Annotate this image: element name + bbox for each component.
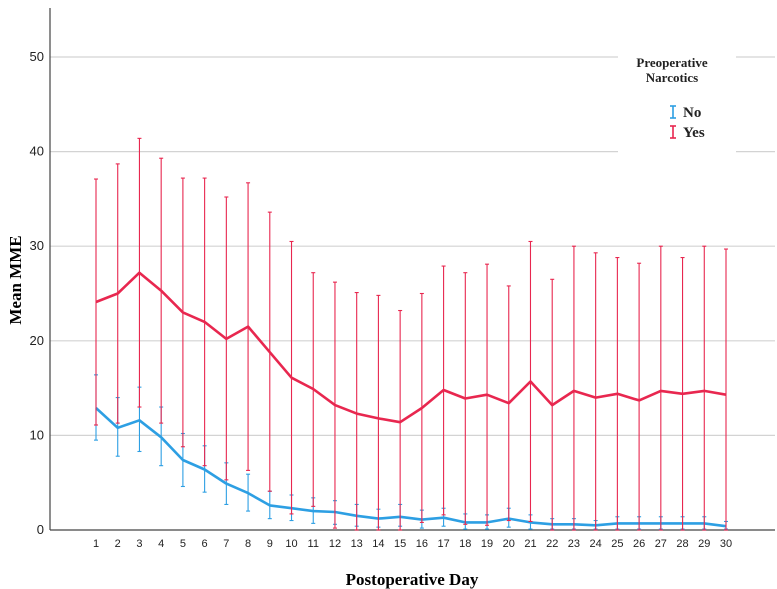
x-tick-label: 15: [394, 538, 406, 550]
x-tick-label: 25: [611, 538, 623, 550]
x-tick-label: 17: [437, 538, 449, 550]
x-tick-label: 4: [158, 538, 164, 550]
y-tick-label: 40: [30, 144, 44, 159]
y-tick-label: 50: [30, 49, 44, 64]
x-tick-label: 8: [245, 538, 251, 550]
x-tick-label: 11: [308, 538, 319, 550]
y-tick-label: 30: [30, 238, 44, 253]
x-tick-label: 6: [202, 538, 208, 550]
legend-title-line1: Preoperative: [636, 55, 707, 70]
x-tick-label: 29: [698, 538, 710, 550]
x-tick-label: 5: [180, 538, 186, 550]
x-tick-label: 7: [223, 538, 229, 550]
x-tick-label: 3: [136, 538, 142, 550]
x-tick-label: 2: [115, 538, 121, 550]
x-tick-label: 23: [568, 538, 580, 550]
legend-label-yes: Yes: [683, 125, 705, 141]
x-tick-label: 16: [416, 538, 428, 550]
x-tick-label: 12: [329, 538, 341, 550]
x-tick-label: 13: [351, 538, 363, 550]
y-tick-label: 10: [30, 427, 44, 442]
series-yes: [94, 137, 728, 531]
x-tick-labels: 1 2 3 4 5 6 7 8 9 10 11 12 13 14 15 16 17 18 19 20 21 22 23 24 2…: [93, 538, 732, 550]
x-tick-label: 27: [655, 538, 667, 550]
y-tick-label: 20: [30, 333, 44, 348]
x-tick-label: 24: [590, 538, 602, 550]
legend-swatch-no: [670, 105, 676, 119]
series-line-yes: [95, 271, 727, 424]
legend-swatch-yes: [670, 125, 676, 139]
x-tick-label: 26: [633, 538, 645, 550]
legend: Preoperative Narcotics No Yes: [618, 48, 736, 156]
x-tick-label: 21: [524, 538, 536, 550]
x-tick-label: 14: [372, 538, 384, 550]
axes: [49, 8, 775, 531]
legend-label-no: No: [683, 105, 701, 121]
x-tick-label: 18: [459, 538, 471, 550]
x-tick-label: 1: [93, 538, 99, 550]
x-tick-label: 10: [285, 538, 297, 550]
x-tick-label: 9: [267, 538, 273, 550]
x-tick-label: 28: [676, 538, 688, 550]
series-line-no: [95, 407, 727, 528]
series-layer: [94, 137, 728, 531]
x-tick-label: 20: [503, 538, 515, 550]
x-tick-label: 19: [481, 538, 493, 550]
y-tick-labels: 0 10 20 30 40 50: [30, 49, 44, 537]
x-tick-label: 22: [546, 538, 558, 550]
legend-box: [618, 48, 736, 156]
x-axis-title: Postoperative Day: [346, 570, 479, 589]
x-tick-label: 30: [720, 538, 732, 550]
y-tick-label: 0: [37, 522, 44, 537]
y-axis-title: Mean MME: [6, 235, 25, 324]
legend-title-line2: Narcotics: [646, 70, 698, 85]
